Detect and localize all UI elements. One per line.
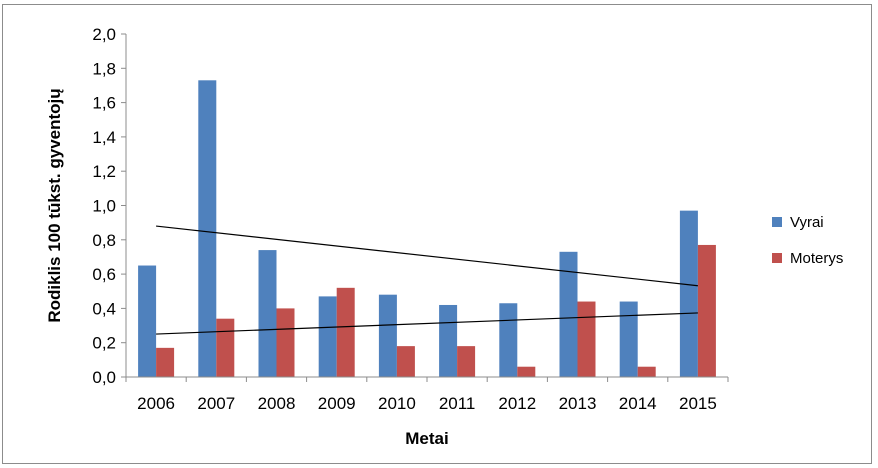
bar-vyrai-2011: [439, 304, 458, 377]
y-tick-label: 1,2: [92, 162, 116, 181]
legend-swatch-moterys: [772, 253, 782, 263]
chart-frame: [2, 4, 872, 464]
bar-moterys-2007: [216, 318, 235, 377]
x-axis-title: Metai: [405, 429, 448, 448]
trendlines: [156, 225, 698, 335]
trendline-vyrai: [156, 225, 698, 287]
bar-vyrai-2008: [258, 250, 277, 377]
x-tick-label: 2010: [378, 394, 416, 413]
bars: [138, 80, 716, 378]
bar-vyrai-2007: [198, 80, 217, 378]
legend-label-vyrai: Vyrai: [790, 214, 824, 231]
bar-moterys-2012: [517, 366, 536, 377]
bar-moterys-2015: [697, 244, 716, 377]
legend-label-moterys: Moterys: [790, 250, 843, 267]
y-tick-label: 0,8: [92, 231, 116, 250]
y-tick-label: 2,0: [92, 25, 116, 44]
x-tick-label: 2008: [258, 394, 296, 413]
y-axis-ticks: 0,0 0,2 0,4 0,6 0,8 1,0 1,2 1,4 1,6 1,8 2,0: [92, 25, 126, 387]
x-tick-label: 2014: [619, 394, 657, 413]
bar-vyrai-2015: [679, 210, 698, 377]
y-tick-label: 1,4: [92, 128, 116, 147]
x-tick-label: 2009: [318, 394, 356, 413]
bar-vyrai-2006: [138, 265, 157, 377]
y-tick-label: 1,6: [92, 94, 116, 113]
x-tick-label: 2011: [439, 394, 476, 413]
x-axis-ticks: 2006 2007 2008 2009 2010 2011 2012 2013 2014 2015: [125, 377, 729, 413]
x-tick-label: 2006: [137, 394, 175, 413]
y-tick-label: 0,6: [92, 265, 116, 284]
bar-vyrai-2010: [378, 294, 397, 377]
bar-moterys-2011: [457, 346, 476, 377]
x-tick-label: 2007: [197, 394, 235, 413]
bar-moterys-2009: [336, 287, 355, 377]
y-tick-label: 0,4: [92, 299, 116, 318]
legend-swatch-vyrai: [772, 217, 782, 227]
bar-moterys-2006: [156, 347, 175, 377]
bar-moterys-2014: [637, 366, 656, 377]
bar-moterys-2010: [396, 346, 415, 377]
bar-moterys-2013: [577, 301, 596, 377]
x-tick-label: 2013: [559, 394, 597, 413]
x-tick-label: 2015: [679, 394, 717, 413]
y-tick-label: 0,2: [92, 334, 116, 353]
bar-vyrai-2012: [499, 303, 518, 377]
y-tick-label: 1,0: [92, 197, 116, 216]
bar-moterys-2008: [276, 308, 295, 377]
y-axis-title: Rodiklis 100 tūkst. gyventojų: [45, 88, 64, 322]
y-tick-label: 1,8: [92, 59, 116, 78]
x-tick-label: 2012: [498, 394, 536, 413]
legend: Vyrai Moterys: [772, 214, 843, 267]
bar-vyrai-2014: [619, 301, 638, 377]
trendline-moterys: [156, 312, 698, 335]
bar-vyrai-2009: [318, 296, 337, 377]
y-tick-label: 0,0: [92, 368, 116, 387]
bar-vyrai-2013: [559, 251, 578, 377]
